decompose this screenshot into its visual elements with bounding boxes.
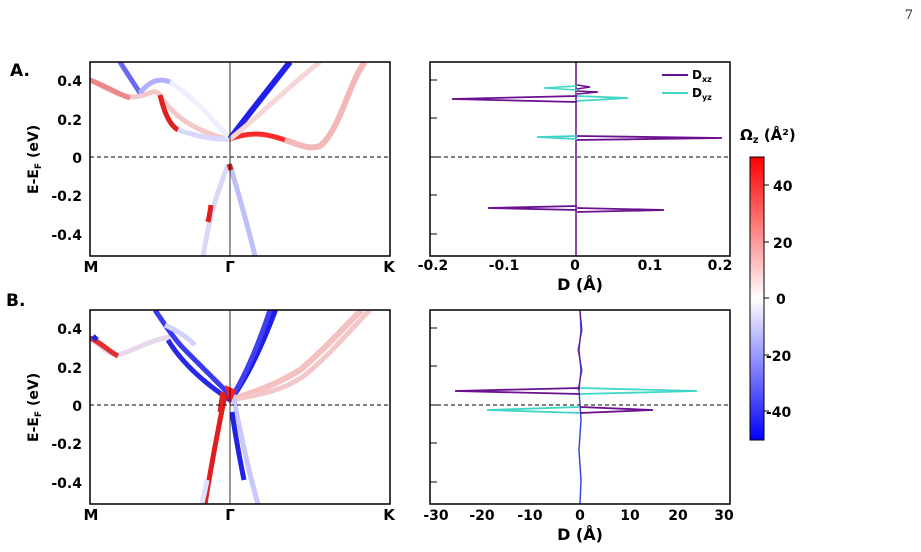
tick-label: -0.2 <box>418 258 449 274</box>
tick-label: Γ <box>225 506 235 524</box>
colorbar-tick: 0 <box>776 292 786 308</box>
dyz-peak <box>536 135 578 140</box>
dipole-plot-a <box>429 61 731 257</box>
dxz-peak <box>454 387 581 395</box>
tick-label: 0.2 <box>57 361 82 377</box>
tick-label: 0.1 <box>638 258 663 274</box>
tick-label: 0 <box>575 508 585 524</box>
colorbar-tick: 20 <box>773 236 793 252</box>
tick-label: -30 <box>423 508 449 524</box>
band-a-x-ticks: M Γ K <box>84 258 397 276</box>
tick-label: 0.2 <box>708 258 733 274</box>
dxz-peak <box>487 205 578 211</box>
dyz-peak <box>576 95 629 102</box>
legend-label-dyz: Dyz <box>692 86 712 102</box>
colorbar-gradient <box>749 156 765 441</box>
colorbar-tick: -20 <box>766 349 792 365</box>
dipole-a-xlabel: D (Å) <box>557 275 603 294</box>
dxz-peak <box>576 135 723 141</box>
dipole-b-xlabel: D (Å) <box>557 525 603 544</box>
legend-label-dxz: Dxz <box>692 68 712 84</box>
tick-label: -20 <box>469 508 495 524</box>
tick-label: 10 <box>620 508 640 524</box>
dxz-peak <box>576 207 665 213</box>
band-a-ylabel: E-EF (eV) <box>26 125 44 194</box>
tick-label: -0.2 <box>51 189 82 205</box>
tick-label: 20 <box>668 508 688 524</box>
dipole-plot-b <box>429 309 731 505</box>
tick-label: Γ <box>225 258 235 276</box>
dipole-b-x-ticks: -30 -20 -10 0 10 20 30 <box>423 508 734 524</box>
panel-a-label: A. <box>10 61 30 81</box>
tick-label: 0 <box>72 151 82 167</box>
band-b-x-ticks: M Γ K <box>84 506 397 524</box>
tick-label: -10 <box>517 508 543 524</box>
tick-label: 30 <box>714 508 734 524</box>
colorbar-tick: 40 <box>773 179 793 195</box>
tick-label: -0.4 <box>51 476 82 492</box>
tick-label: -0.2 <box>51 437 82 453</box>
panel-b-label: B. <box>6 291 25 311</box>
dyz-peak <box>543 85 578 91</box>
dxz-peak <box>451 95 578 103</box>
dyz-peak <box>579 387 698 395</box>
tick-label: 0 <box>72 399 82 415</box>
page-number: 7 <box>904 8 913 23</box>
tick-label: M <box>84 258 99 276</box>
band-a-y-ticks: 0.4 0.2 0 -0.2 -0.4 <box>51 74 82 244</box>
colorbar-tick: -40 <box>766 405 792 421</box>
colorbar-title: Ωz (Å²) <box>740 125 796 146</box>
tick-label: 0.4 <box>57 74 82 90</box>
tick-label: M <box>84 506 99 524</box>
band-structure-a <box>89 61 391 257</box>
dxz-peak <box>576 84 599 95</box>
tick-label: -0.4 <box>51 228 82 244</box>
legend: Dxz Dyz <box>662 68 712 102</box>
tick-label: 0.2 <box>57 113 82 129</box>
tick-label: 0.4 <box>57 322 82 338</box>
dipole-a-x-ticks: -0.2 -0.1 0 0.1 0.2 <box>418 258 733 274</box>
dyz-peak <box>486 406 581 414</box>
band-structure-b <box>89 309 391 505</box>
band-b-y-ticks: 0.4 0.2 0 -0.2 -0.4 <box>51 322 82 492</box>
dxz-peak <box>579 406 654 414</box>
tick-label: 0 <box>570 258 580 274</box>
band-b-ylabel: E-EF (eV) <box>26 373 44 442</box>
tick-label: K <box>383 506 396 524</box>
colorbar: Ωz (Å²) 40 20 0 -20 -40 <box>740 125 796 441</box>
tick-label: K <box>383 258 396 276</box>
tick-label: -0.1 <box>489 258 520 274</box>
